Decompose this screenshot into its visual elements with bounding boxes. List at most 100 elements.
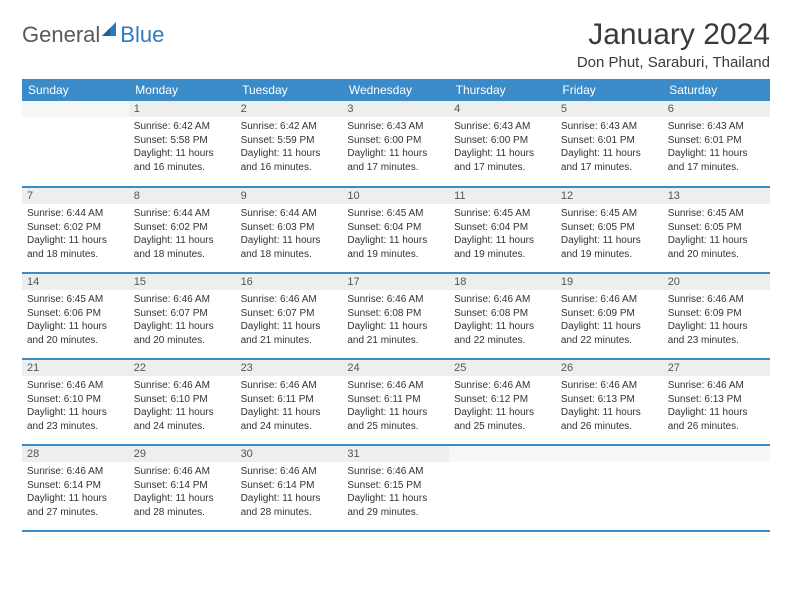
day-number: 4	[449, 101, 556, 117]
day-number: 27	[663, 360, 770, 376]
day-daylight1: Daylight: 11 hours	[134, 320, 231, 334]
day-daylight1: Daylight: 11 hours	[241, 406, 338, 420]
calendar-week: 21Sunrise: 6:46 AMSunset: 6:10 PMDayligh…	[22, 359, 770, 445]
calendar-day: 26Sunrise: 6:46 AMSunset: 6:13 PMDayligh…	[556, 359, 663, 445]
day-sunrise: Sunrise: 6:45 AM	[561, 207, 658, 221]
day-details: Sunrise: 6:46 AMSunset: 6:10 PMDaylight:…	[129, 376, 236, 437]
calendar-day: 19Sunrise: 6:46 AMSunset: 6:09 PMDayligh…	[556, 273, 663, 359]
day-details: Sunrise: 6:46 AMSunset: 6:08 PMDaylight:…	[342, 290, 449, 351]
day-daylight1: Daylight: 11 hours	[454, 320, 551, 334]
day-daylight1	[27, 147, 124, 161]
calendar-day: 7Sunrise: 6:44 AMSunset: 6:02 PMDaylight…	[22, 187, 129, 273]
day-sunrise: Sunrise: 6:46 AM	[27, 379, 124, 393]
calendar-day: 13Sunrise: 6:45 AMSunset: 6:05 PMDayligh…	[663, 187, 770, 273]
day-sunrise: Sunrise: 6:46 AM	[668, 379, 765, 393]
day-sunrise: Sunrise: 6:46 AM	[347, 465, 444, 479]
day-daylight1: Daylight: 11 hours	[454, 234, 551, 248]
day-daylight1: Daylight: 11 hours	[347, 234, 444, 248]
day-details: Sunrise: 6:46 AMSunset: 6:10 PMDaylight:…	[22, 376, 129, 437]
day-number	[556, 446, 663, 462]
day-details: Sunrise: 6:46 AMSunset: 6:09 PMDaylight:…	[663, 290, 770, 351]
calendar-week: 7Sunrise: 6:44 AMSunset: 6:02 PMDaylight…	[22, 187, 770, 273]
calendar-day	[22, 101, 129, 187]
day-daylight1: Daylight: 11 hours	[561, 147, 658, 161]
day-daylight2: and 29 minutes.	[347, 506, 444, 520]
day-daylight1	[454, 492, 551, 506]
day-sunset	[454, 479, 551, 493]
logo-blue: Blue	[120, 22, 164, 48]
day-number: 14	[22, 274, 129, 290]
day-details: Sunrise: 6:45 AMSunset: 6:04 PMDaylight:…	[449, 204, 556, 265]
day-number: 29	[129, 446, 236, 462]
day-sunrise	[454, 465, 551, 479]
day-details: Sunrise: 6:44 AMSunset: 6:02 PMDaylight:…	[129, 204, 236, 265]
day-header: Friday	[556, 79, 663, 101]
header: General Blue January 2024 Don Phut, Sara…	[22, 18, 770, 71]
day-daylight1: Daylight: 11 hours	[241, 147, 338, 161]
day-daylight2: and 18 minutes.	[27, 248, 124, 262]
day-daylight2: and 21 minutes.	[347, 334, 444, 348]
calendar-day: 21Sunrise: 6:46 AMSunset: 6:10 PMDayligh…	[22, 359, 129, 445]
day-number: 3	[342, 101, 449, 117]
day-sunset: Sunset: 6:14 PM	[27, 479, 124, 493]
day-number: 11	[449, 188, 556, 204]
calendar-day: 2Sunrise: 6:42 AMSunset: 5:59 PMDaylight…	[236, 101, 343, 187]
day-sunrise: Sunrise: 6:46 AM	[561, 379, 658, 393]
day-sunrise: Sunrise: 6:46 AM	[454, 379, 551, 393]
day-details: Sunrise: 6:43 AMSunset: 6:01 PMDaylight:…	[556, 117, 663, 178]
day-number: 18	[449, 274, 556, 290]
day-daylight2: and 20 minutes.	[27, 334, 124, 348]
day-daylight1: Daylight: 11 hours	[27, 406, 124, 420]
day-daylight2: and 17 minutes.	[454, 161, 551, 175]
day-daylight2: and 26 minutes.	[561, 420, 658, 434]
day-details: Sunrise: 6:46 AMSunset: 6:07 PMDaylight:…	[129, 290, 236, 351]
calendar-day: 30Sunrise: 6:46 AMSunset: 6:14 PMDayligh…	[236, 445, 343, 531]
day-daylight2: and 20 minutes.	[134, 334, 231, 348]
day-daylight2: and 22 minutes.	[561, 334, 658, 348]
calendar-day: 29Sunrise: 6:46 AMSunset: 6:14 PMDayligh…	[129, 445, 236, 531]
calendar-day: 9Sunrise: 6:44 AMSunset: 6:03 PMDaylight…	[236, 187, 343, 273]
calendar-day: 11Sunrise: 6:45 AMSunset: 6:04 PMDayligh…	[449, 187, 556, 273]
day-sunset: Sunset: 6:10 PM	[134, 393, 231, 407]
day-daylight2: and 20 minutes.	[668, 248, 765, 262]
day-sunset: Sunset: 6:09 PM	[668, 307, 765, 321]
day-daylight2: and 21 minutes.	[241, 334, 338, 348]
day-daylight1: Daylight: 11 hours	[454, 147, 551, 161]
day-daylight2: and 23 minutes.	[668, 334, 765, 348]
day-daylight1: Daylight: 11 hours	[668, 234, 765, 248]
day-daylight1: Daylight: 11 hours	[27, 492, 124, 506]
calendar-day: 20Sunrise: 6:46 AMSunset: 6:09 PMDayligh…	[663, 273, 770, 359]
day-number: 21	[22, 360, 129, 376]
day-sunset: Sunset: 6:03 PM	[241, 221, 338, 235]
day-daylight1: Daylight: 11 hours	[347, 320, 444, 334]
day-sunrise: Sunrise: 6:46 AM	[241, 379, 338, 393]
day-sunset: Sunset: 6:13 PM	[668, 393, 765, 407]
day-sunrise: Sunrise: 6:43 AM	[668, 120, 765, 134]
day-sunrise: Sunrise: 6:46 AM	[668, 293, 765, 307]
day-daylight1	[668, 492, 765, 506]
calendar-week: 1Sunrise: 6:42 AMSunset: 5:58 PMDaylight…	[22, 101, 770, 187]
day-daylight1: Daylight: 11 hours	[347, 492, 444, 506]
day-daylight1: Daylight: 11 hours	[27, 234, 124, 248]
day-daylight2: and 28 minutes.	[241, 506, 338, 520]
day-sunrise: Sunrise: 6:45 AM	[668, 207, 765, 221]
day-details	[449, 462, 556, 523]
day-sunrise: Sunrise: 6:44 AM	[241, 207, 338, 221]
day-daylight2: and 19 minutes.	[454, 248, 551, 262]
day-daylight1: Daylight: 11 hours	[668, 320, 765, 334]
day-sunset	[668, 479, 765, 493]
day-daylight2: and 16 minutes.	[134, 161, 231, 175]
day-sunset: Sunset: 6:00 PM	[454, 134, 551, 148]
day-number: 31	[342, 446, 449, 462]
day-details: Sunrise: 6:45 AMSunset: 6:05 PMDaylight:…	[556, 204, 663, 265]
day-daylight2: and 27 minutes.	[27, 506, 124, 520]
calendar-day: 5Sunrise: 6:43 AMSunset: 6:01 PMDaylight…	[556, 101, 663, 187]
day-details: Sunrise: 6:46 AMSunset: 6:14 PMDaylight:…	[129, 462, 236, 523]
day-daylight1: Daylight: 11 hours	[347, 147, 444, 161]
day-daylight2: and 24 minutes.	[134, 420, 231, 434]
day-header: Monday	[129, 79, 236, 101]
day-daylight1: Daylight: 11 hours	[668, 147, 765, 161]
day-header: Thursday	[449, 79, 556, 101]
day-daylight2: and 19 minutes.	[561, 248, 658, 262]
day-daylight1: Daylight: 11 hours	[347, 406, 444, 420]
